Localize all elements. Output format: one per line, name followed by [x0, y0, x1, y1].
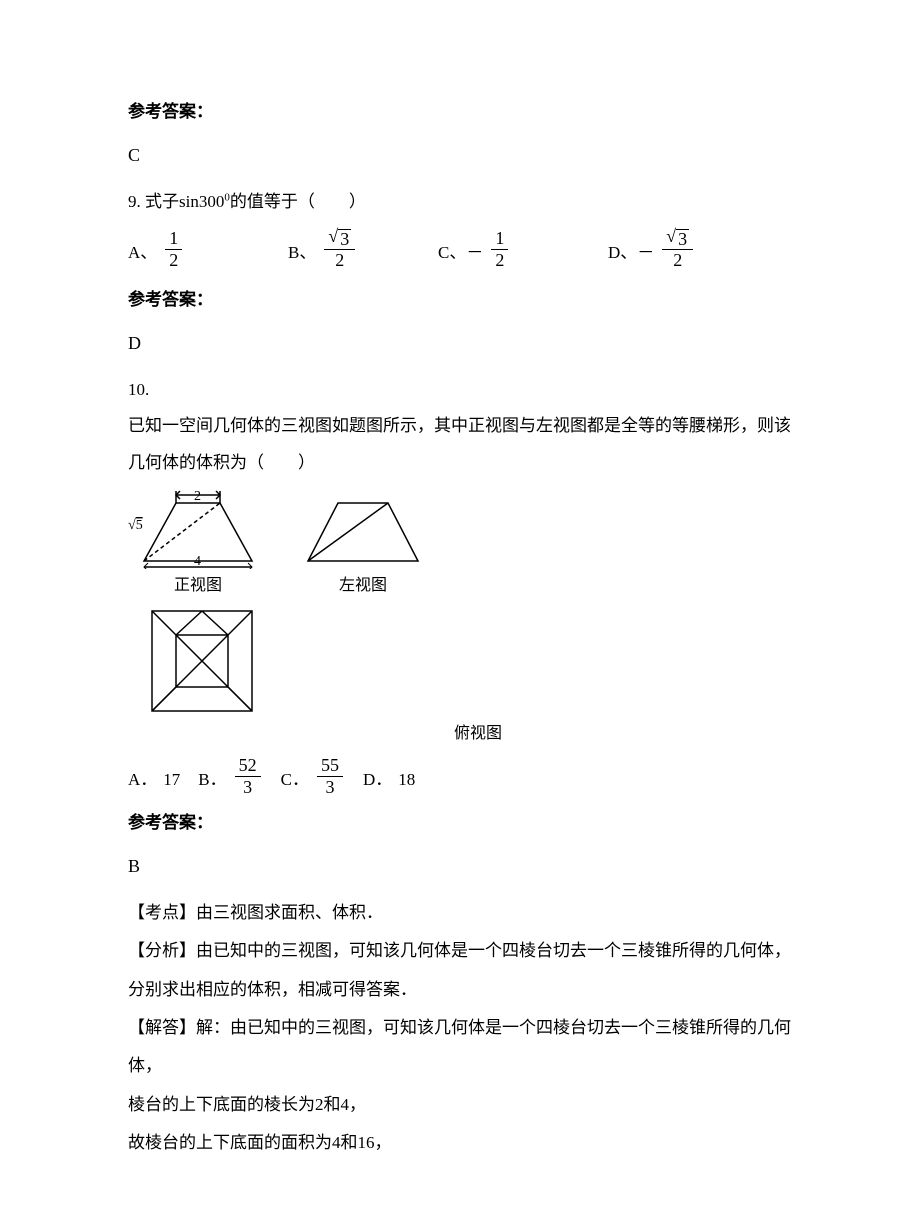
- q9-opt-b-frac: √3 2: [324, 227, 355, 270]
- svg-text:2: 2: [194, 489, 201, 504]
- side-view-cell: 左视图: [298, 485, 428, 601]
- q9-option-a: A、 1 2: [128, 229, 288, 270]
- q9-opt-d-frac: √3 2: [662, 227, 693, 270]
- q9-option-d: D、－ √3 2: [608, 227, 695, 270]
- answer-value-q9: D: [128, 326, 810, 360]
- svg-text:√5: √5: [128, 518, 143, 533]
- front-view-cell: 2 √5 4 正视图: [128, 485, 268, 601]
- q9-opt-b-num: √3: [324, 227, 355, 250]
- svg-text:4: 4: [194, 554, 201, 569]
- q9-opt-a-label: A、: [128, 237, 157, 269]
- q10-opt-b-label: B．: [198, 764, 226, 796]
- q9-opt-b-den: 2: [331, 250, 348, 270]
- q9-number: 9.: [128, 192, 141, 211]
- q9-opt-c-num: 1: [491, 229, 508, 250]
- q10-diagrams: 2 √5 4 正视图 左视图: [128, 485, 810, 750]
- topic-label: 【考点】: [128, 903, 196, 922]
- q10-opt-d-label: D．: [363, 764, 392, 796]
- q10-solve-l3: 棱台的上下底面的棱长为2和4，: [128, 1089, 810, 1121]
- q10-analysis-l2: 分别求出相应的体积，相减可得答案．: [128, 974, 810, 1006]
- q10-opt-a-label: A．: [128, 764, 157, 796]
- top-view-cell: 俯视图: [146, 605, 810, 749]
- q9-opt-a-den: 2: [165, 250, 182, 270]
- solve-label: 【解答】: [128, 1018, 196, 1037]
- side-view-diagram: [298, 485, 428, 569]
- q9-stem-prefix: 式子sin300: [145, 192, 224, 211]
- q9-opt-a-num: 1: [165, 229, 182, 250]
- answer-heading-q10: 参考答案：: [128, 807, 810, 839]
- q10-topic: 由三视图求面积、体积．: [196, 903, 383, 922]
- q10-number: 10.: [128, 374, 810, 406]
- q10-solve-l1: 解：由已知中的三视图，可知该几何体是一个四棱台切去一个三棱锥所得的几何: [196, 1018, 791, 1037]
- front-view-diagram: 2 √5 4: [128, 485, 268, 569]
- q10-options: A． 17 B． 52 3 C． 55 3 D． 18: [128, 756, 810, 797]
- top-view-diagram: [146, 605, 258, 717]
- q9-stem-suffix: 的值等于（ ）: [230, 192, 366, 211]
- q10-opt-c-label: C．: [281, 764, 309, 796]
- side-view-label: 左视图: [339, 571, 387, 601]
- q10-explanation: 【考点】由三视图求面积、体积． 【分析】由已知中的三视图，可知该几何体是一个四棱…: [128, 897, 810, 1159]
- q10-analysis-l1: 由已知中的三视图，可知该几何体是一个四棱台切去一个三棱锥所得的几何体，: [196, 941, 791, 960]
- q10-stem-l2: 几何体的体积为（ ）: [128, 447, 810, 479]
- q9-opt-c-den: 2: [491, 250, 508, 270]
- q10-stem-l1: 已知一空间几何体的三视图如题图所示，其中正视图与左视图都是全等的等腰梯形，则该: [128, 410, 810, 442]
- q9-opt-b-label: B、: [288, 237, 316, 269]
- q9-option-c: C、－ 1 2: [438, 229, 608, 270]
- q10-opt-c-frac: 55 3: [317, 756, 343, 797]
- q9-opt-d-label: D、－: [608, 237, 654, 269]
- q9-opt-c-frac: 1 2: [491, 229, 508, 270]
- top-view-label: 俯视图: [454, 719, 502, 749]
- front-view-label: 正视图: [174, 571, 222, 601]
- q9-opt-d-num: √3: [662, 227, 693, 250]
- q9-opt-c-label: C、－: [438, 237, 483, 269]
- q10-opt-a-val: 17: [163, 764, 180, 796]
- q9-opt-d-den: 2: [669, 250, 686, 270]
- analysis-label: 【分析】: [128, 941, 196, 960]
- q9-options: A、 1 2 B、 √3 2 C、－ 1 2 D、－ √3 2: [128, 227, 810, 270]
- answer-value-q8: C: [128, 138, 810, 172]
- q10-opt-b-frac: 52 3: [235, 756, 261, 797]
- q10-solve-l4: 故棱台的上下底面的面积为4和16，: [128, 1127, 810, 1159]
- q9-option-b: B、 √3 2: [288, 227, 438, 270]
- answer-heading-q8: 参考答案：: [128, 96, 810, 128]
- answer-value-q10: B: [128, 849, 810, 883]
- q9-opt-a-frac: 1 2: [165, 229, 182, 270]
- q10-solve-l2: 体，: [128, 1050, 810, 1082]
- answer-heading-q9: 参考答案：: [128, 284, 810, 316]
- q10-opt-d-val: 18: [398, 764, 415, 796]
- q9-stem: 9. 式子sin3000的值等于（ ）: [128, 186, 810, 218]
